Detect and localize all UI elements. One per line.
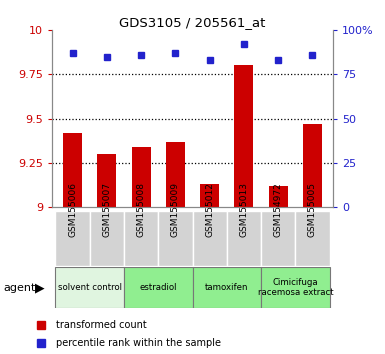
- Text: estradiol: estradiol: [139, 283, 177, 292]
- Bar: [200, 184, 219, 207]
- Bar: [227, 211, 261, 266]
- Bar: [295, 211, 330, 266]
- Text: GSM155006: GSM155006: [68, 182, 77, 237]
- Bar: [192, 211, 227, 266]
- Text: agent: agent: [4, 282, 36, 293]
- Bar: [132, 147, 151, 207]
- Bar: [269, 186, 288, 207]
- Bar: [158, 211, 192, 266]
- Bar: [261, 267, 330, 308]
- Bar: [303, 124, 322, 207]
- Bar: [55, 267, 124, 308]
- Bar: [124, 267, 192, 308]
- Text: GSM155012: GSM155012: [205, 182, 214, 237]
- Text: tamoxifen: tamoxifen: [205, 283, 249, 292]
- Text: percentile rank within the sample: percentile rank within the sample: [56, 338, 221, 348]
- Bar: [55, 211, 90, 266]
- Text: GSM155005: GSM155005: [308, 182, 317, 237]
- Text: solvent control: solvent control: [58, 283, 122, 292]
- Bar: [192, 267, 261, 308]
- Text: GSM155013: GSM155013: [239, 182, 248, 237]
- Text: transformed count: transformed count: [56, 320, 147, 330]
- Bar: [97, 154, 116, 207]
- Title: GDS3105 / 205561_at: GDS3105 / 205561_at: [119, 16, 266, 29]
- Text: ▶: ▶: [35, 281, 45, 294]
- Text: GSM154972: GSM154972: [274, 182, 283, 237]
- Bar: [90, 211, 124, 266]
- Text: GSM155008: GSM155008: [137, 182, 146, 237]
- Text: GSM155009: GSM155009: [171, 182, 180, 237]
- Bar: [261, 211, 295, 266]
- Bar: [124, 211, 158, 266]
- Text: GSM155007: GSM155007: [102, 182, 111, 237]
- Bar: [166, 142, 185, 207]
- Bar: [63, 133, 82, 207]
- Bar: [234, 65, 253, 207]
- Text: Cimicifuga
racemosa extract: Cimicifuga racemosa extract: [258, 278, 333, 297]
